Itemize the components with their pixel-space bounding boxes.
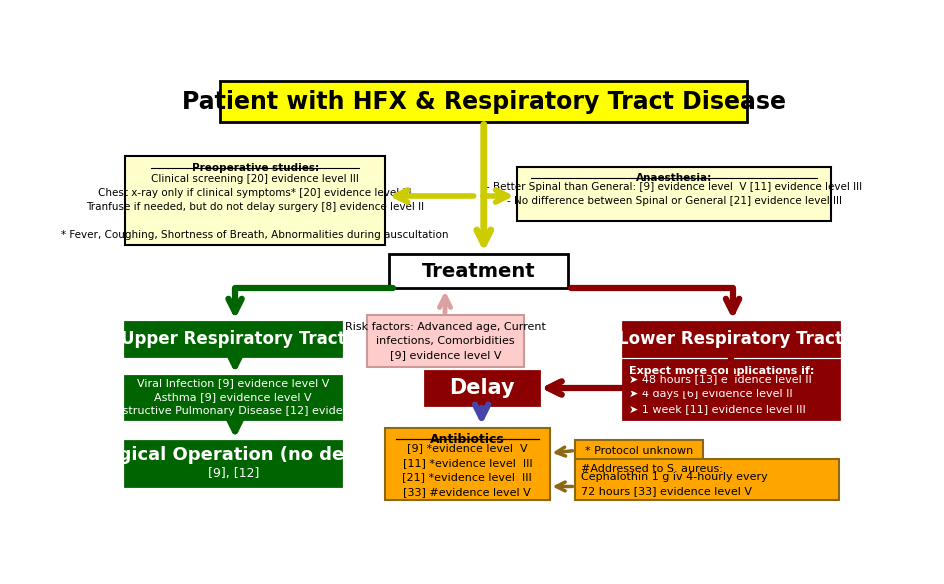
FancyBboxPatch shape xyxy=(575,459,838,499)
Text: Upper Respiratory Tract: Upper Respiratory Tract xyxy=(121,330,346,347)
FancyBboxPatch shape xyxy=(389,255,568,288)
Text: Lower Respiratory Tract: Lower Respiratory Tract xyxy=(618,330,843,347)
Text: #Addressed to S. aureus:: #Addressed to S. aureus: xyxy=(582,464,723,474)
Text: Delay: Delay xyxy=(449,378,514,398)
Text: ➤ 48 hours [13] evidence level II
➤ 4 days [6] evidence level II
➤ 1 week [11] e: ➤ 48 hours [13] evidence level II ➤ 4 da… xyxy=(629,374,812,414)
Text: Risk factors: Advanced age, Current
infections, Comorbidities
[9] evidence level: Risk factors: Advanced age, Current infe… xyxy=(345,322,546,360)
Text: [9], [12]: [9], [12] xyxy=(208,467,259,480)
FancyBboxPatch shape xyxy=(385,427,549,499)
Text: Anaesthesia:: Anaesthesia: xyxy=(636,173,712,183)
FancyBboxPatch shape xyxy=(425,371,539,405)
FancyBboxPatch shape xyxy=(575,440,703,461)
Text: Cephalothin 1 g iv 4-hourly every
72 hours [33] evidence level V: Cephalothin 1 g iv 4-hourly every 72 hou… xyxy=(582,472,767,496)
FancyBboxPatch shape xyxy=(221,81,748,122)
FancyBboxPatch shape xyxy=(126,441,341,486)
Text: Viral Infection [9] evidence level V
Asthma [9] evidence level V
Chronic Obstruc: Viral Infection [9] evidence level V Ast… xyxy=(60,378,406,416)
FancyBboxPatch shape xyxy=(623,322,838,356)
Text: Surgical Operation (no delay): Surgical Operation (no delay) xyxy=(84,446,382,464)
Text: * Protocol unknown: * Protocol unknown xyxy=(585,446,694,456)
FancyBboxPatch shape xyxy=(366,315,524,367)
FancyBboxPatch shape xyxy=(623,360,838,419)
Text: Preoperative studies:: Preoperative studies: xyxy=(192,163,319,173)
Text: [9] *evidence level  V
[11] *evidence level  III
[21] *evidence level  III
[33] : [9] *evidence level V [11] *evidence lev… xyxy=(402,443,532,497)
Text: Expect more complications if:: Expect more complications if: xyxy=(629,366,814,376)
Text: Clinical screening [20] evidence level III
Chest x-ray only if clinical symptoms: Clinical screening [20] evidence level I… xyxy=(61,173,449,239)
FancyBboxPatch shape xyxy=(126,155,385,245)
FancyBboxPatch shape xyxy=(516,167,832,221)
FancyBboxPatch shape xyxy=(126,376,341,419)
Text: - Better Spinal than General: [9] evidence level  V [11] evidence level III
- No: - Better Spinal than General: [9] eviden… xyxy=(486,182,862,206)
Text: Treatment: Treatment xyxy=(422,262,535,281)
Text: Patient with HFX & Respiratory Tract Disease: Patient with HFX & Respiratory Tract Dis… xyxy=(182,89,785,113)
Text: Antibiotics: Antibiotics xyxy=(430,433,505,446)
FancyBboxPatch shape xyxy=(126,322,341,356)
